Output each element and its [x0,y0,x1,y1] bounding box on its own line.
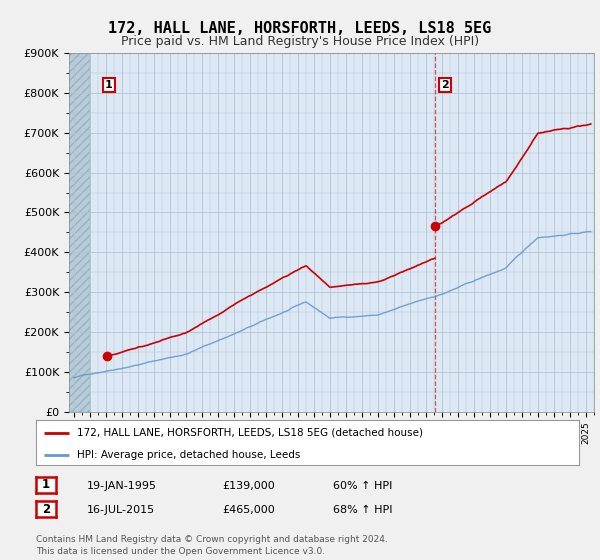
Text: 68% ↑ HPI: 68% ↑ HPI [333,505,392,515]
Text: Price paid vs. HM Land Registry's House Price Index (HPI): Price paid vs. HM Land Registry's House … [121,35,479,48]
Text: Contains HM Land Registry data © Crown copyright and database right 2024.: Contains HM Land Registry data © Crown c… [36,535,388,544]
Text: 60% ↑ HPI: 60% ↑ HPI [333,480,392,491]
Text: 2: 2 [441,80,449,90]
Bar [66,53,90,412]
Text: 172, HALL LANE, HORSFORTH, LEEDS, LS18 5EG (detached house): 172, HALL LANE, HORSFORTH, LEEDS, LS18 5… [77,427,423,437]
Text: 1: 1 [42,478,50,492]
Text: 172, HALL LANE, HORSFORTH, LEEDS, LS18 5EG: 172, HALL LANE, HORSFORTH, LEEDS, LS18 5… [109,21,491,36]
Text: 19-JAN-1995: 19-JAN-1995 [87,480,157,491]
Text: 1: 1 [105,80,113,90]
Text: 16-JUL-2015: 16-JUL-2015 [87,505,155,515]
Text: £139,000: £139,000 [222,480,275,491]
Text: HPI: Average price, detached house, Leeds: HPI: Average price, detached house, Leed… [77,450,300,460]
Text: This data is licensed under the Open Government Licence v3.0.: This data is licensed under the Open Gov… [36,547,325,556]
Text: £465,000: £465,000 [222,505,275,515]
Text: 2: 2 [42,502,50,516]
